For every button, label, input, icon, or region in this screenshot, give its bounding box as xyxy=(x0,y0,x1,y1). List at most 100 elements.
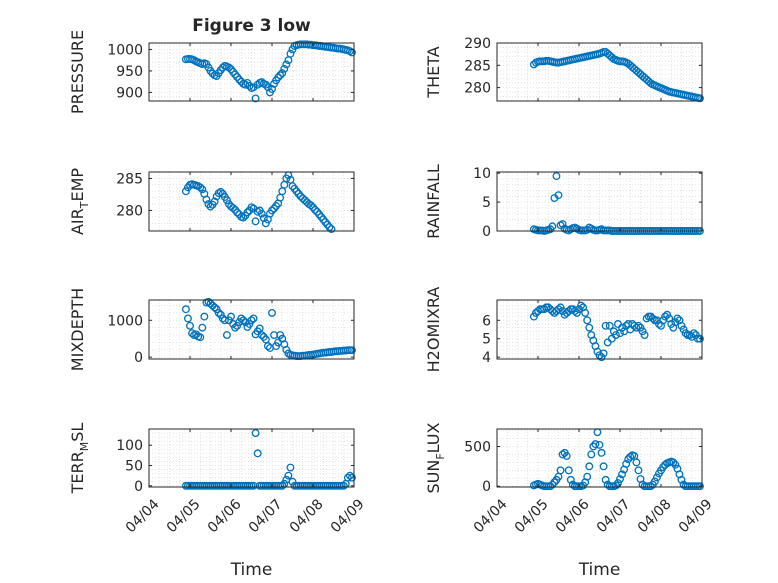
data-point xyxy=(661,312,670,321)
data-point xyxy=(286,49,295,58)
data-point xyxy=(261,219,270,228)
x-tick-label: 04/09 xyxy=(676,496,716,536)
data-point xyxy=(681,329,690,338)
data-point xyxy=(239,316,248,325)
data-point xyxy=(577,301,585,310)
data-point xyxy=(216,187,225,196)
data-point xyxy=(554,191,563,200)
y-axis-label: RAINFALL xyxy=(424,164,443,239)
data-point xyxy=(276,71,285,80)
y-tick-label: 285 xyxy=(116,171,143,187)
data-point xyxy=(556,466,565,475)
data-point xyxy=(263,342,272,351)
y-axis-label: AIRTEMP xyxy=(68,168,91,235)
data-point xyxy=(311,205,319,214)
y-axis-label-part: H2OMIXRA xyxy=(424,287,443,373)
y-tick-label: 1000 xyxy=(107,42,143,58)
y-axis-label-part: AIR xyxy=(68,208,87,235)
data-point xyxy=(632,323,641,332)
data-point xyxy=(251,429,260,438)
series-markers xyxy=(529,301,704,362)
data-point xyxy=(257,209,266,218)
grid-lines xyxy=(496,172,703,232)
data-point xyxy=(339,481,348,490)
data-point xyxy=(181,187,190,196)
x-tick-label: 04/07 xyxy=(594,496,634,536)
y-tick-label: 290 xyxy=(464,36,491,52)
data-point xyxy=(284,471,293,480)
x-tick-label: 04/05 xyxy=(512,496,552,536)
data-point xyxy=(585,462,594,471)
y-axis-label: MIXDEPTH xyxy=(68,288,87,371)
data-point xyxy=(278,69,287,78)
data-point xyxy=(554,305,563,314)
data-point xyxy=(251,217,260,226)
data-point xyxy=(581,308,590,317)
data-point xyxy=(206,202,215,211)
axes-box xyxy=(496,171,703,232)
data-point xyxy=(274,73,283,82)
data-point xyxy=(696,482,704,491)
data-point xyxy=(696,94,704,103)
y-axis-label: THETA xyxy=(424,46,443,98)
subplot-theta: 280 285 290 THETA xyxy=(424,36,704,103)
y-tick-label: 100 xyxy=(116,438,143,454)
data-point xyxy=(247,316,256,325)
x-axis-label: Time xyxy=(230,560,273,580)
data-point xyxy=(200,312,209,321)
series-markers xyxy=(181,40,356,103)
data-point xyxy=(640,331,649,339)
data-point xyxy=(268,85,276,93)
data-point xyxy=(634,321,643,330)
data-point xyxy=(251,94,260,103)
data-point xyxy=(595,440,604,449)
data-point xyxy=(253,449,262,458)
x-tick-label: 04/04 xyxy=(471,496,511,536)
x-tick-label: 04/08 xyxy=(635,496,675,536)
data-point xyxy=(566,475,575,484)
y-tick-label: 50 xyxy=(125,459,143,475)
data-point xyxy=(570,307,579,316)
data-point xyxy=(552,172,561,180)
data-point xyxy=(614,479,622,487)
data-point xyxy=(181,305,190,314)
y-axis-label: H2OMIXRA xyxy=(424,287,443,373)
data-point xyxy=(624,455,633,464)
data-point xyxy=(348,346,356,355)
data-point xyxy=(288,477,297,486)
data-point xyxy=(585,323,594,332)
data-point xyxy=(233,208,242,217)
data-point xyxy=(241,80,250,89)
y-tick-label: 6 xyxy=(482,313,491,329)
data-point xyxy=(307,201,315,210)
subplot-pressure: 900 950 1000 PRESSURE Figure 3 low xyxy=(68,16,356,114)
data-point xyxy=(257,78,266,87)
axes-box xyxy=(496,428,703,488)
data-point xyxy=(601,475,610,484)
data-point xyxy=(558,450,567,459)
data-point xyxy=(268,206,276,215)
axes-box xyxy=(148,171,355,232)
y-tick-label: 4 xyxy=(482,350,491,366)
data-point xyxy=(591,440,600,449)
series-markers xyxy=(181,429,356,490)
y-axis-label-part: EMP xyxy=(68,168,87,202)
data-point xyxy=(239,213,248,222)
data-point xyxy=(286,463,295,472)
y-axis-label-part: TERR xyxy=(68,451,87,494)
data-point xyxy=(263,83,272,92)
axes-box xyxy=(148,428,355,488)
data-point xyxy=(229,203,237,212)
data-point xyxy=(652,473,661,482)
y-axis-label: PRESSURE xyxy=(68,30,87,114)
subplot-sun_flux: 0 500 04/04 04/05 04/06 04/07 04/08 04/09 SUNFLU… xyxy=(424,422,716,580)
data-point xyxy=(268,308,276,317)
data-point xyxy=(224,63,233,72)
x-tick-label: 04/09 xyxy=(328,496,368,536)
data-point xyxy=(343,473,352,482)
data-point xyxy=(648,314,657,323)
data-point xyxy=(583,316,592,325)
y-tick-label: 500 xyxy=(464,439,491,455)
x-tick-label: 04/08 xyxy=(287,496,327,536)
